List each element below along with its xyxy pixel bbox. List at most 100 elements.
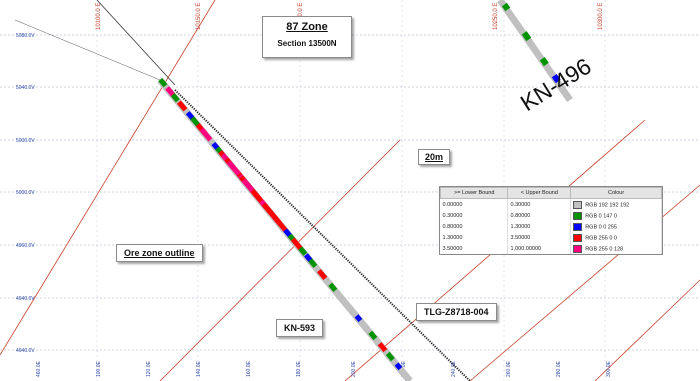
colour-label: RGB 255 0 0 — [585, 234, 617, 241]
colour-swatch — [573, 222, 583, 231]
assay-bar — [385, 351, 395, 362]
bottom-tick-label: 280.0E — [556, 360, 562, 377]
colour-label: RGB 255 0 128 — [585, 245, 624, 252]
elevation-tick-label: 4960.0V — [16, 243, 35, 249]
assay-bar — [377, 342, 388, 353]
assay-intervals — [158, 2, 561, 371]
assay-bar — [368, 330, 378, 341]
assay-bar — [501, 2, 511, 12]
assay-bar — [328, 282, 338, 292]
assay-bar — [177, 100, 188, 112]
scale-text: 20m — [425, 152, 444, 162]
elevation-tick-label: 5000.0V — [16, 190, 35, 196]
assay-bar — [158, 77, 168, 88]
legend-colour: RGB 0 147 0 — [570, 210, 662, 221]
bottom-tick-label: 460.0E — [36, 360, 42, 377]
legend-table: >= Lower Bound < Upper Bound Colour 0.00… — [439, 187, 662, 254]
legend-upper: 1,000.00000 — [507, 243, 572, 254]
assay-bar — [271, 214, 288, 232]
coordinate-line — [0, 0, 216, 356]
colour-swatch — [573, 244, 583, 253]
elevation-tick-label: 5080.0V — [16, 33, 35, 39]
colour-label: RGB 0 0 255 — [585, 223, 617, 230]
assay-bar — [290, 237, 303, 250]
legend-row: 3.50000 1,000.00000 RGB 255 0 128 — [440, 243, 662, 254]
drill-trace-tlg — [174, 89, 471, 381]
hole-label-kn593: KN-593 — [276, 319, 324, 337]
bottom-tick-label: 180.0E — [296, 360, 302, 377]
assay-bar — [170, 93, 180, 103]
colour-label: RGB 0 147 0 — [585, 212, 617, 219]
bottom-tick-label: 120.0E — [146, 360, 152, 377]
colour-swatch — [573, 200, 583, 209]
elevation-tick-label: 4940.0V — [16, 348, 35, 354]
elevation-tick-label: 5000.0V — [16, 138, 35, 144]
assay-bar — [298, 246, 308, 256]
legend-colour: RGB 0 0 255 — [570, 221, 662, 232]
legend-header-lower: >= Lower Bound — [439, 187, 509, 199]
bottom-tick-label: 100.0E — [96, 360, 102, 377]
drill-trace-line — [14, 19, 161, 81]
legend-lower: 0.80000 — [440, 221, 509, 232]
legend-lower: 3.50000 — [440, 243, 509, 254]
legend-row: 1.30000 3.50000 RGB 255 0 0 — [440, 232, 662, 243]
legend-upper: 0.30000 — [507, 198, 572, 210]
legend-row: 0.30000 0.80000 RGB 0 147 0 — [440, 210, 662, 221]
assay-bar — [199, 127, 213, 142]
legend-row: 0.00000 0.30000 RGB 192 192 192 — [440, 198, 662, 210]
bottom-tick-label: 240.0E — [451, 360, 457, 377]
easting-label: 10150.0 E — [196, 3, 202, 30]
elevation-tick-label: 5040.0V — [16, 85, 35, 91]
axis-ticks: 5080.0V 5040.0V 5000.0V 5000.0V 4960.0V 4940.… — [16, 33, 35, 354]
drill-trace-line — [96, 0, 176, 86]
colour-label: RGB 192 192 192 — [585, 201, 630, 208]
colour-swatch — [573, 233, 583, 242]
legend-header-upper: < Upper Bound — [507, 187, 572, 199]
legend-colour: RGB 255 0 128 — [570, 243, 662, 254]
legend-lower: 0.00000 — [440, 198, 509, 210]
easting-label: 10100.0 E — [96, 3, 102, 30]
easting-label: 10300.0 E — [598, 3, 604, 30]
legend-header-colour: Colour — [570, 187, 662, 199]
assay-bar — [521, 31, 532, 42]
assay-bar — [551, 73, 561, 84]
assay-bar — [539, 56, 549, 67]
easting-label: 10250.0 E — [493, 3, 499, 30]
legend-row: 0.80000 1.30000 RGB 0 0 255 — [440, 221, 662, 232]
legend-upper: 3.50000 — [507, 232, 572, 243]
drill-trace-kn496 — [497, 0, 573, 103]
bottom-axis-labels: 460.0E 100.0E 120.0E 140.0E 160.0E 180.0E 200.… — [36, 360, 612, 377]
zone-title: 87 Zone — [286, 21, 328, 33]
grade-legend: >= Lower Bound < Upper Bound Colour 0.00… — [439, 186, 663, 255]
assay-bar — [317, 269, 328, 280]
bottom-tick-label: 160.0E — [246, 360, 252, 377]
assay-bar — [165, 86, 175, 97]
elevation-tick-label: 4940.0V — [16, 296, 35, 302]
legend-upper: 0.80000 — [507, 210, 572, 221]
legend-upper: 1.30000 — [507, 221, 572, 232]
assay-bar — [303, 253, 313, 262]
legend-colour: RGB 255 0 0 — [570, 232, 662, 243]
coordinate-line — [159, 139, 401, 381]
scale-bar-label: 20m — [418, 149, 451, 165]
legend-colour: RGB 192 192 192 — [570, 198, 662, 210]
colour-swatch — [573, 211, 583, 220]
bottom-tick-label: 300.0E — [606, 360, 612, 377]
assay-bar — [394, 362, 403, 371]
section-title-box: 87 Zone Section 13500N — [262, 16, 352, 58]
hole-label-tlg: TLG-Z8718-004 — [416, 303, 497, 321]
ore-zone-label: Ore zone outline — [116, 244, 203, 262]
assay-bar — [308, 258, 318, 268]
legend-lower: 1.30000 — [440, 232, 509, 243]
coordinate-line — [594, 279, 700, 381]
section-title: Section 13500N — [277, 39, 337, 48]
assay-bar — [354, 314, 363, 323]
legend-header-row: >= Lower Bound < Upper Bound Colour — [439, 187, 662, 199]
bottom-tick-label: 200.0E — [351, 360, 357, 377]
bottom-tick-label: 260.0E — [506, 360, 512, 377]
legend-lower: 0.30000 — [440, 210, 509, 221]
bottom-tick-label: 140.0E — [196, 360, 202, 377]
assay-bar — [190, 116, 200, 127]
